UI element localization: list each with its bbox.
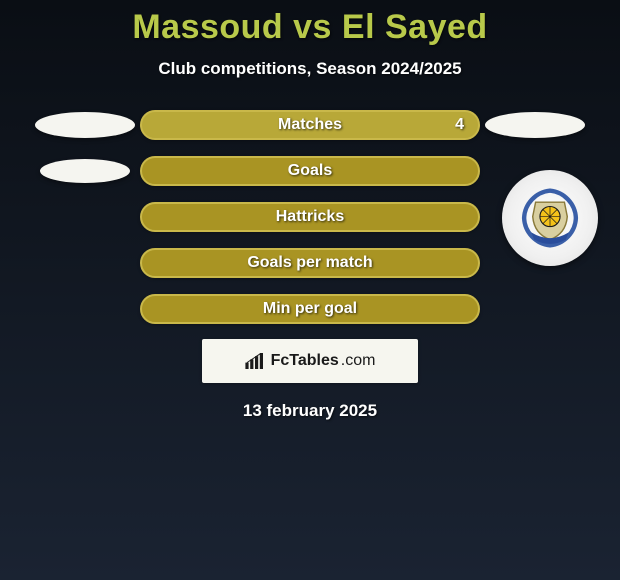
stat-value-right: 4: [455, 116, 464, 134]
branding-panel: FcTables.com: [202, 339, 418, 383]
page-title: Massoud vs El Sayed: [0, 8, 620, 47]
stat-bar-matches: Matches 4: [140, 110, 480, 140]
stat-label: Matches: [278, 116, 342, 134]
bars-icon: [245, 353, 265, 369]
placeholder-badge-left-2: [40, 159, 130, 183]
stat-label: Min per goal: [263, 300, 357, 318]
branding-suffix: .com: [341, 352, 376, 370]
stat-label: Goals per match: [247, 254, 372, 272]
placeholder-badge-right-1: [485, 112, 585, 138]
club-crest-right: [502, 170, 598, 266]
footer-date: 13 february 2025: [0, 401, 620, 421]
stat-row-mpg: Min per goal: [0, 293, 620, 325]
placeholder-badge-left-1: [35, 112, 135, 138]
shield-icon: [514, 182, 586, 254]
branding-text: FcTables.com: [245, 352, 376, 370]
stat-bar-goals: Goals: [140, 156, 480, 186]
left-badge-slot-2: [30, 159, 140, 183]
stat-row-matches: Matches 4: [0, 109, 620, 141]
stat-bar-mpg: Min per goal: [140, 294, 480, 324]
left-badge-slot-1: [30, 112, 140, 138]
stat-bar-hattricks: Hattricks: [140, 202, 480, 232]
stat-label: Goals: [288, 162, 332, 180]
branding-bold: FcTables: [271, 352, 339, 370]
right-badge-slot-1: [480, 112, 590, 138]
stat-label: Hattricks: [276, 208, 344, 226]
stat-bar-gpm: Goals per match: [140, 248, 480, 278]
page-subtitle: Club competitions, Season 2024/2025: [0, 59, 620, 79]
